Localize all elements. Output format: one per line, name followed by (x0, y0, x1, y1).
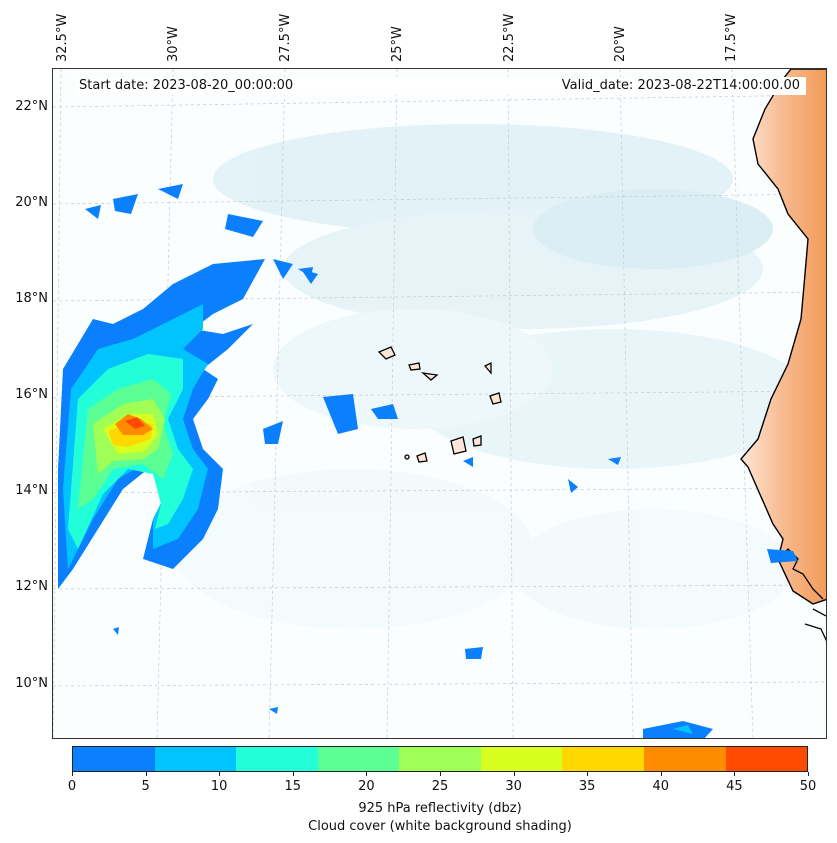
colorbar-tick-mark (660, 772, 662, 776)
colorbar-tick-label: 25 (431, 779, 449, 794)
colorbar-segment (236, 747, 318, 771)
header-bar (76, 77, 806, 95)
colorbar-tick-label: 15 (284, 779, 302, 794)
colorbar-tick-mark (292, 772, 294, 776)
cape-verde-islands (377, 346, 502, 463)
valid-date-label: Valid_date: 2023-08-22T14:00:00.00 (561, 78, 800, 93)
colorbar-segment (725, 747, 808, 771)
lon-label-17-5w: 17.5°W (724, 13, 739, 62)
reflectivity-field (58, 184, 798, 738)
colorbar-tick-label: 45 (726, 779, 743, 794)
colorbar-sublabel: Cloud cover (white background shading) (308, 819, 572, 834)
lat-label-14n: 14°N (15, 483, 48, 498)
colorbar-tick-label: 30 (505, 779, 522, 794)
colorbar-tick-label: 35 (578, 779, 596, 794)
colorbar-tick-mark (808, 772, 809, 776)
colorbar-tick-label: 10 (210, 779, 228, 794)
colorbar-tick-label: 40 (652, 779, 670, 794)
colorbar-segment (154, 747, 237, 771)
africa-land (740, 69, 826, 605)
lat-label-20n: 20°N (15, 195, 48, 210)
colorbar-segment (399, 747, 481, 771)
lat-label-16n: 16°N (15, 387, 48, 402)
colorbar-tick-mark (513, 772, 515, 776)
lon-label-32-5w: 32.5°W (55, 13, 70, 62)
lon-label-30w: 30°W (166, 26, 181, 62)
colorbar-tick-mark (366, 772, 368, 776)
colorbar-tick-mark (587, 772, 589, 776)
colorbar-tick-mark (440, 772, 441, 776)
colorbar-tick-mark (734, 772, 736, 776)
start-date-label: Start date: 2023-08-20_00:00:00 (79, 78, 294, 93)
colorbar-segment (643, 747, 726, 771)
lat-label-12n: 12°N (15, 579, 48, 594)
graticule (53, 69, 826, 738)
lon-label-20w: 20°W (613, 26, 628, 62)
map-canvas (53, 69, 826, 738)
cloud-cover-shading (173, 124, 813, 629)
colorbar-segment (73, 747, 155, 771)
lat-label-18n: 18°N (15, 291, 48, 306)
colorbar-label: 925 hPa reflectivity (dbz) (358, 801, 522, 816)
lon-label-22-5w: 22.5°W (502, 13, 517, 62)
lon-label-25w: 25°W (390, 26, 405, 62)
colorbar-tick-label: 0 (67, 779, 77, 794)
colorbar-tick-mark (219, 772, 221, 776)
lat-label-22n: 22°N (15, 99, 48, 114)
colorbar-segment (317, 747, 400, 771)
colorbar-tick-mark (72, 772, 73, 776)
reflectivity-colorbar (72, 746, 808, 772)
colorbar-tick-label: 5 (141, 779, 150, 794)
colorbar-tick-mark (145, 772, 147, 776)
colorbar-tick-label: 20 (358, 779, 375, 794)
colorbar-segment (562, 747, 644, 771)
lat-label-10n: 10°N (15, 676, 48, 691)
colorbar-segment (480, 747, 563, 771)
lon-label-27-5w: 27.5°W (278, 13, 293, 62)
coastline-south (777, 548, 826, 642)
colorbar-tick-label: 50 (799, 779, 817, 794)
map-panel (52, 68, 827, 739)
